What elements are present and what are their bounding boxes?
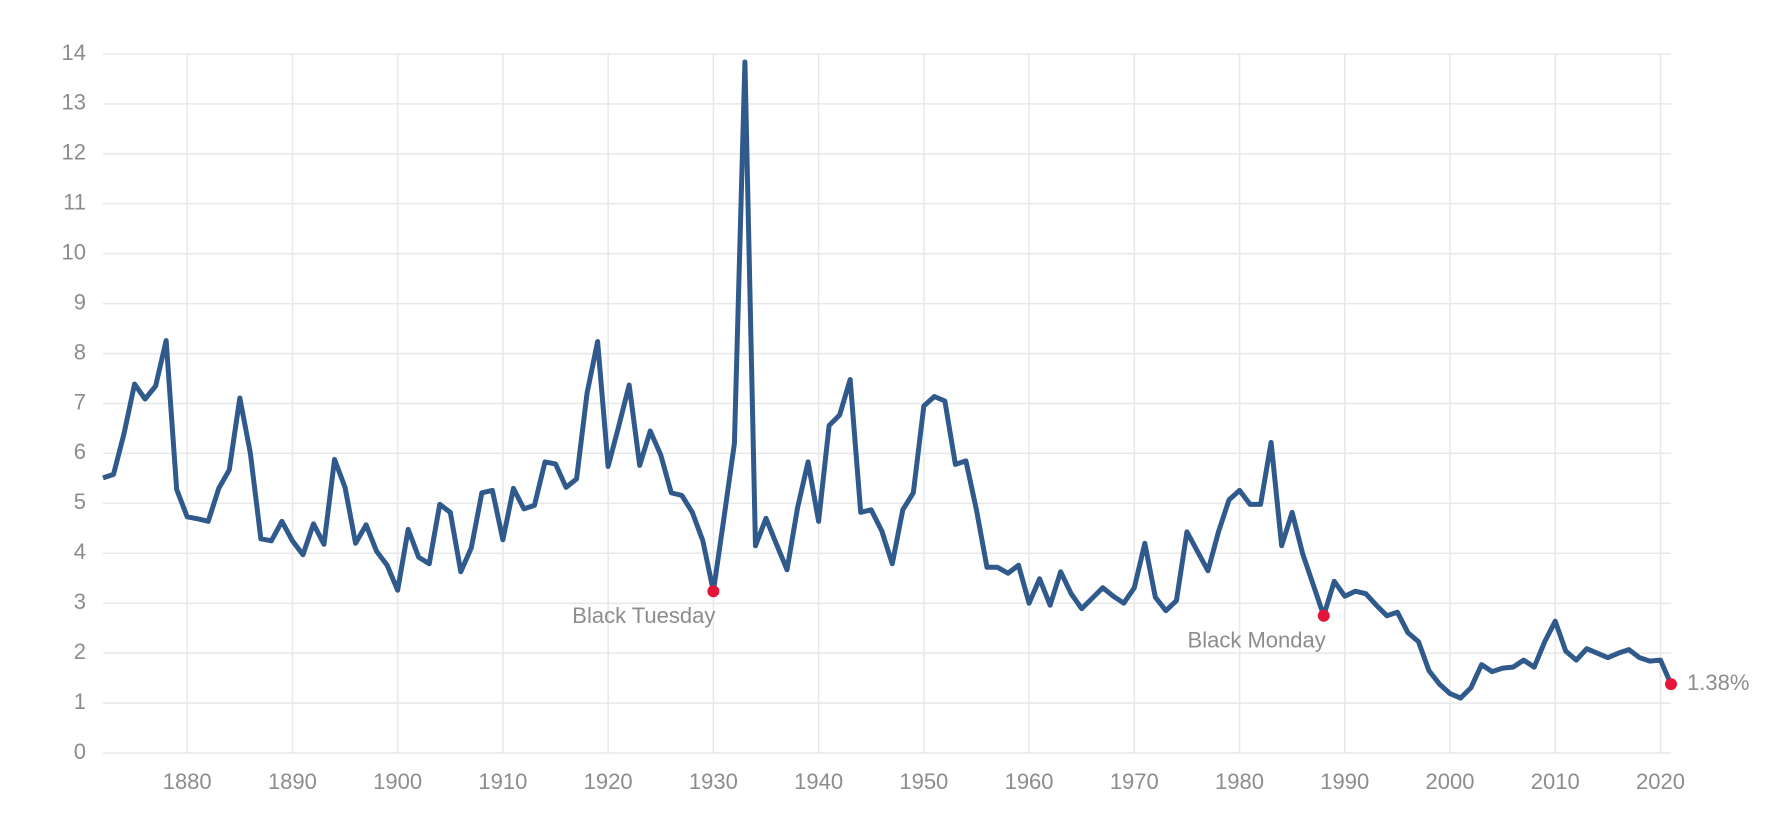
y-tick-label: 9 (74, 289, 86, 314)
x-tick-label: 1960 (1005, 769, 1054, 794)
x-tick-label: 1890 (268, 769, 317, 794)
x-tick-label: 2020 (1636, 769, 1685, 794)
y-tick-label: 0 (74, 739, 86, 764)
value-label: 1.38% (1687, 670, 1749, 695)
y-tick-label: 11 (63, 190, 86, 215)
y-tick-label: 8 (74, 339, 86, 364)
x-tick-label: 1950 (899, 769, 948, 794)
highlight-point (1665, 678, 1677, 691)
annotation: Black Monday (1188, 628, 1326, 653)
y-tick-label: 3 (74, 589, 86, 614)
x-tick-label: 1980 (1215, 769, 1264, 794)
x-tick-label: 1880 (163, 769, 212, 794)
y-tick-label: 13 (62, 90, 86, 115)
y-tick-label: 5 (74, 489, 86, 514)
x-tick-label: 2010 (1531, 769, 1580, 794)
x-tick-label: 1900 (373, 769, 422, 794)
annotation: Black Tuesday (572, 603, 715, 628)
x-tick-label: 1920 (584, 769, 633, 794)
y-tick-label: 10 (62, 240, 86, 265)
y-tick-label: 12 (62, 140, 86, 165)
y-tick-label: 7 (74, 389, 86, 414)
x-tick-label: 2000 (1426, 769, 1475, 794)
x-tick-label: 1930 (689, 769, 738, 794)
line (102, 59, 1674, 701)
y-tick-label: 1 (74, 689, 86, 714)
y-tick-label: 2 (74, 639, 86, 664)
highlight-point (707, 585, 720, 598)
x-tick-label: 1910 (478, 769, 527, 794)
y-tick-label: 14 (62, 40, 86, 65)
x-tick-label: 1990 (1320, 769, 1369, 794)
x-tick-label: 1940 (794, 769, 843, 794)
y-tick-label: 4 (74, 539, 86, 564)
x-tick-label: 1970 (1110, 769, 1159, 794)
highlight-point (1317, 609, 1330, 622)
y-tick-label: 6 (74, 439, 86, 464)
